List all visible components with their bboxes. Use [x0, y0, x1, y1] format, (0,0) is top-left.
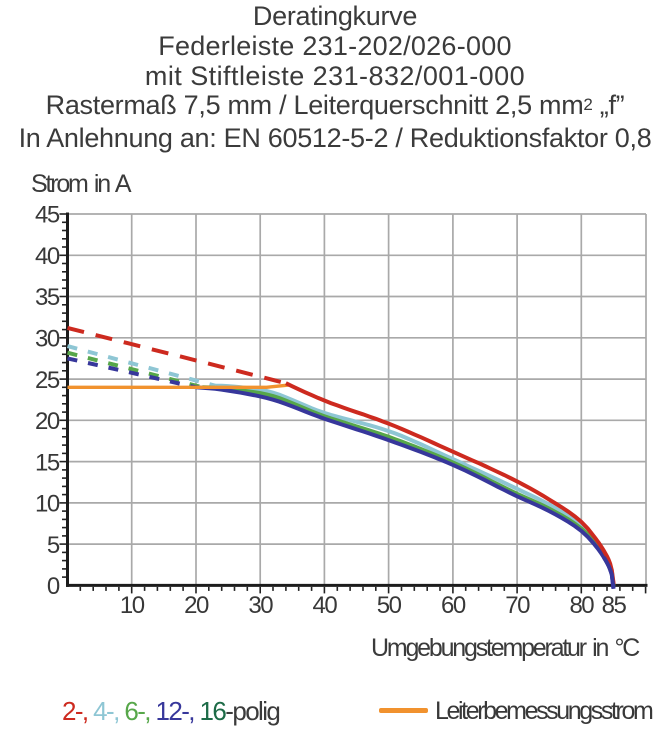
svg-text:85: 85: [602, 592, 627, 619]
svg-text:25: 25: [35, 367, 60, 394]
svg-text:10: 10: [35, 491, 60, 518]
svg-text:35: 35: [35, 284, 60, 311]
svg-text:60: 60: [441, 592, 466, 619]
svg-text:5: 5: [47, 532, 60, 559]
svg-text:15: 15: [35, 449, 60, 476]
svg-text:30: 30: [248, 592, 273, 619]
svg-text:80: 80: [569, 592, 594, 619]
svg-text:20: 20: [184, 592, 209, 619]
svg-text:50: 50: [377, 592, 402, 619]
svg-text:10: 10: [120, 592, 145, 619]
svg-text:20: 20: [35, 408, 60, 435]
svg-text:40: 40: [313, 592, 338, 619]
svg-text:30: 30: [35, 326, 60, 353]
svg-text:0: 0: [47, 573, 60, 600]
svg-text:45: 45: [35, 202, 60, 229]
svg-text:40: 40: [35, 243, 60, 270]
svg-text:70: 70: [505, 592, 530, 619]
